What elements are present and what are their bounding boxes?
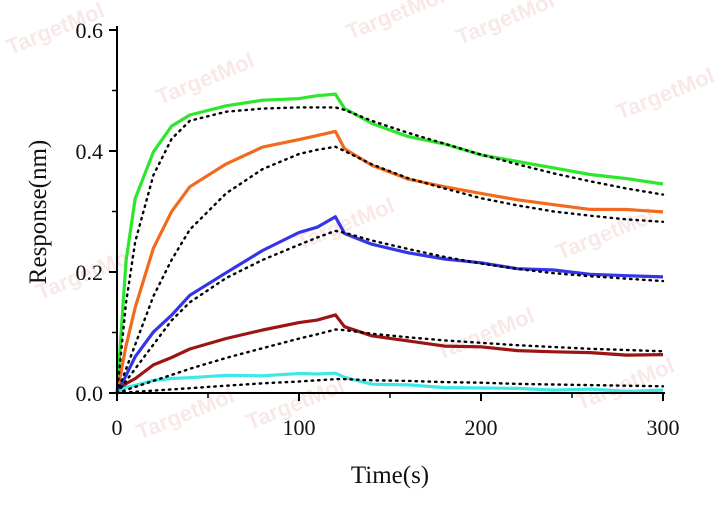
- axes: 0.0 0.2 0.4 0.6 0 100 200 300: [76, 18, 680, 440]
- y-tick-label: 0.2: [76, 260, 104, 285]
- series-line-3: [115, 215, 664, 394]
- y-tick-label: 0.4: [76, 139, 104, 164]
- x-tick-label: 300: [647, 415, 680, 440]
- x-tick-label: 0: [112, 415, 123, 440]
- fit-curve-4: [115, 328, 665, 395]
- x-tick-label: 200: [465, 415, 498, 440]
- watermark-text: TargetMol: [133, 383, 238, 445]
- y-tick-label: 0.0: [76, 381, 104, 406]
- watermark-text: TargetMol: [433, 303, 538, 365]
- series-line-1: [115, 92, 664, 394]
- fit-curve-2: [115, 145, 665, 395]
- fit-curve-3: [115, 229, 665, 395]
- fit-curve-1: [115, 106, 665, 395]
- fit-curve-5: [115, 377, 665, 395]
- y-axis-title: Response(nm): [25, 140, 52, 284]
- x-tick-label: 100: [283, 415, 316, 440]
- series-line-5: [116, 371, 664, 395]
- watermark-text: TargetMol: [153, 48, 258, 110]
- watermark-layer: TargetMolTargetMolTargetMolTargetMolTarg…: [3, 0, 716, 445]
- y-tick-label: 0.6: [76, 18, 104, 43]
- watermark-text: TargetMol: [343, 0, 448, 45]
- series-line-4: [115, 313, 664, 395]
- watermark-text: TargetMol: [453, 0, 558, 50]
- x-axis-title: Time(s): [351, 462, 429, 489]
- plot-area: [115, 92, 665, 395]
- watermark-text: TargetMol: [573, 353, 678, 415]
- series-line-2: [115, 129, 664, 394]
- watermark-text: TargetMol: [613, 63, 716, 125]
